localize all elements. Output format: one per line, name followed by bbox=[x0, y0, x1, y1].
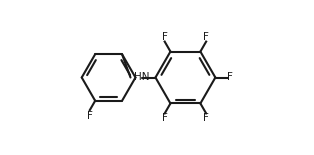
Text: F: F bbox=[162, 113, 168, 123]
Text: F: F bbox=[203, 32, 209, 42]
Text: F: F bbox=[162, 32, 168, 42]
Text: HN: HN bbox=[134, 73, 150, 82]
Text: F: F bbox=[203, 113, 209, 123]
Text: F: F bbox=[227, 73, 233, 82]
Text: F: F bbox=[87, 111, 93, 121]
